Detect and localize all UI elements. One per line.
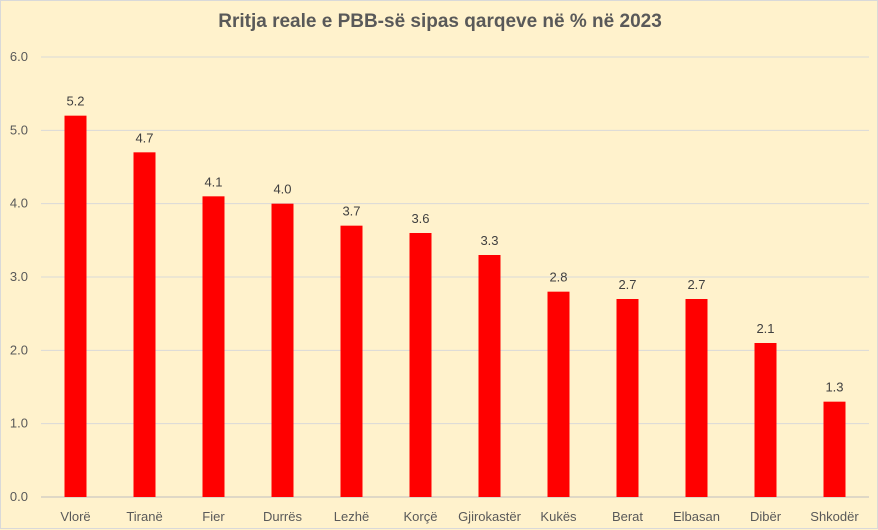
data-label: 3.7: [342, 204, 360, 219]
y-tick-label: 5.0: [10, 122, 28, 137]
data-label: 4.7: [135, 130, 153, 145]
data-label: 4.0: [273, 182, 291, 197]
data-label: 2.7: [618, 277, 636, 292]
bar: [685, 299, 708, 497]
x-tick-label: Gjirokastër: [458, 509, 522, 524]
bar: [547, 291, 570, 497]
bar: [133, 152, 156, 498]
data-label: 2.1: [756, 321, 774, 336]
chart-title: Rritja reale e PBB-së sipas qarqeve në %…: [218, 11, 662, 32]
bar: [202, 196, 225, 498]
bar: [340, 225, 363, 497]
x-tick-label: Fier: [202, 509, 225, 524]
y-tick-label: 3.0: [10, 269, 28, 284]
x-tick-label: Berat: [612, 509, 643, 524]
x-tick-label: Shkodër: [810, 509, 859, 524]
data-label: 5.2: [66, 94, 84, 109]
x-tick-label: Kukës: [540, 509, 577, 524]
data-label: 3.3: [480, 233, 498, 248]
y-tick-label: 0.0: [10, 489, 28, 504]
bar: [823, 401, 846, 497]
x-tick-label: Dibër: [750, 509, 782, 524]
x-tick-label: Vlorë: [60, 509, 90, 524]
x-tick-label: Tiranë: [126, 509, 162, 524]
bar: [409, 233, 432, 497]
data-label: 2.8: [549, 270, 567, 285]
y-tick-label: 2.0: [10, 342, 28, 357]
data-label: 4.1: [204, 174, 222, 189]
bar: [616, 299, 639, 497]
x-tick-label: Korçë: [404, 509, 438, 524]
x-tick-label: Durrës: [263, 509, 303, 524]
x-tick-label: Elbasan: [673, 509, 720, 524]
y-tick-label: 1.0: [10, 416, 28, 431]
bar: [478, 255, 501, 497]
bar: [64, 115, 87, 498]
y-tick-label: 6.0: [10, 49, 28, 64]
y-tick-label: 4.0: [10, 196, 28, 211]
data-label: 2.7: [687, 277, 705, 292]
data-label: 1.3: [825, 380, 843, 395]
bar: [754, 343, 777, 497]
bar: [271, 203, 294, 497]
data-label: 3.6: [411, 211, 429, 226]
x-tick-label: Lezhë: [334, 509, 369, 524]
